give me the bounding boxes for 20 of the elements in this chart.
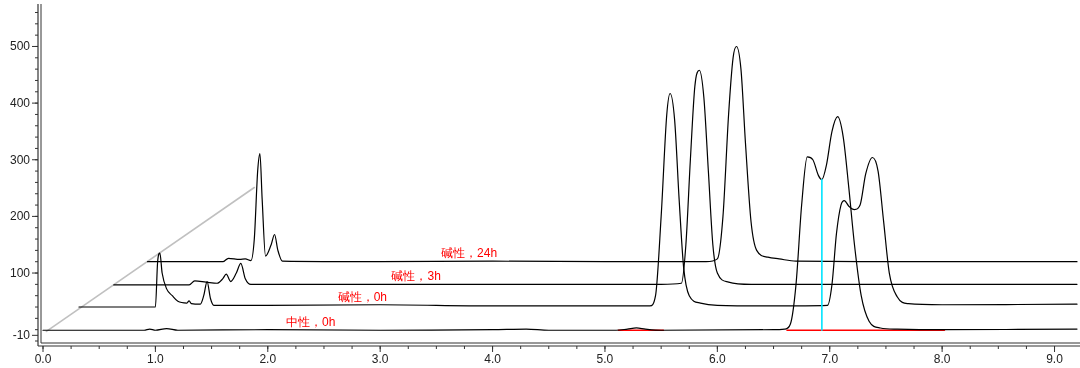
- x-tick-label: 0.0: [34, 352, 52, 366]
- x-tick-label: 5.0: [596, 352, 614, 366]
- series-label: 碱性，0h: [337, 289, 388, 304]
- series-label: 碱性，24h: [441, 246, 498, 261]
- x-tick-label: 8.0: [933, 352, 951, 366]
- x-tick-label: 6.0: [709, 352, 727, 366]
- series-label: 碱性，3h: [391, 269, 441, 284]
- y-tick-label: 400: [9, 96, 31, 111]
- x-tick-label: 4.0: [484, 352, 502, 366]
- x-tick-label: 9.0: [1046, 352, 1064, 366]
- series-label: 中性，0h: [285, 314, 336, 329]
- y-tick-label: 200: [9, 209, 31, 224]
- x-tick-label: 3.0: [371, 352, 389, 366]
- x-tick-label: 1.0: [147, 352, 165, 366]
- y-tick-label: 500: [9, 39, 31, 54]
- x-tick-label: 2.0: [259, 352, 277, 366]
- x-tick-label: 7.0: [821, 352, 839, 366]
- y-tick-label: 300: [9, 152, 31, 167]
- y-tick-label: 100: [9, 266, 31, 281]
- y-tick-label: -10: [12, 328, 31, 343]
